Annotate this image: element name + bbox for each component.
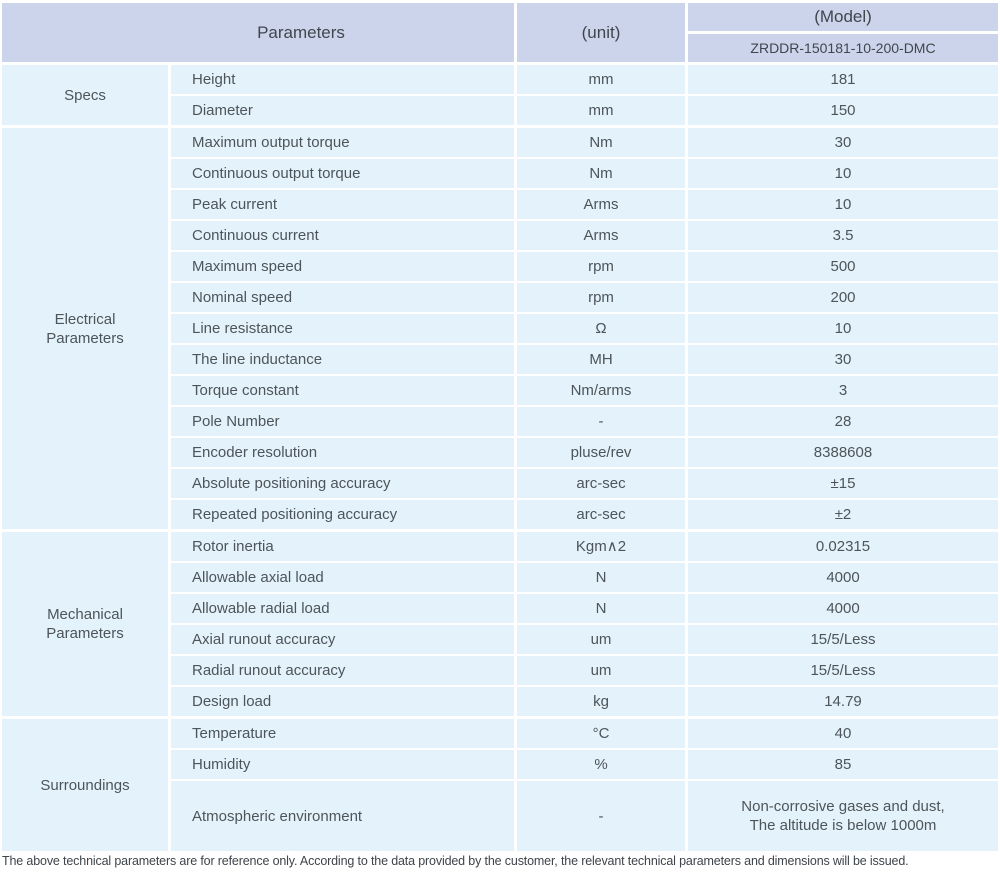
value-cell: 28 xyxy=(688,407,998,436)
unit-cell: - xyxy=(517,407,685,436)
value-cell: 3 xyxy=(688,376,998,405)
header-model-label: (Model) xyxy=(688,3,998,31)
unit-cell: Arms xyxy=(517,221,685,250)
unit-cell: Arms xyxy=(517,190,685,219)
value-cell: 30 xyxy=(688,128,998,157)
value-cell: 500 xyxy=(688,252,998,281)
header-model-value: ZRDDR-150181-10-200-DMC xyxy=(688,34,998,62)
value-cell: 4000 xyxy=(688,563,998,592)
value-cell: 15/5/Less xyxy=(688,625,998,654)
section-mechanical: Mechanical Parameters Rotor inertia Kgm∧… xyxy=(2,532,998,716)
group-label-surroundings: Surroundings xyxy=(2,719,168,851)
param-cell: Rotor inertia xyxy=(171,532,514,561)
group-label-electrical: Electrical Parameters xyxy=(2,128,168,529)
section-surroundings: Surroundings Temperature °C 40 Humidity … xyxy=(2,719,998,851)
unit-cell: arc-sec xyxy=(517,500,685,529)
value-cell: 200 xyxy=(688,283,998,312)
section-electrical: Electrical Parameters Maximum output tor… xyxy=(2,128,998,529)
unit-cell: um xyxy=(517,625,685,654)
unit-cell: kg xyxy=(517,687,685,716)
param-cell: Design load xyxy=(171,687,514,716)
value-cell: 10 xyxy=(688,314,998,343)
unit-cell: N xyxy=(517,563,685,592)
unit-cell: mm xyxy=(517,96,685,125)
unit-cell: rpm xyxy=(517,283,685,312)
header-parameters: Parameters xyxy=(2,3,514,62)
value-cell: 150 xyxy=(688,96,998,125)
value-cell: 181 xyxy=(688,65,998,94)
unit-cell: um xyxy=(517,656,685,685)
group-label-specs: Specs xyxy=(2,65,168,125)
param-cell: Temperature xyxy=(171,719,514,748)
unit-cell: Nm/arms xyxy=(517,376,685,405)
param-cell: Torque constant xyxy=(171,376,514,405)
param-cell: Diameter xyxy=(171,96,514,125)
param-cell: Peak current xyxy=(171,190,514,219)
footer-disclaimer: The above technical parameters are for r… xyxy=(2,854,909,868)
value-cell: ±2 xyxy=(688,500,998,529)
section-specs: Specs Height mm 181 Diameter mm 150 xyxy=(2,65,998,125)
value-cell: 14.79 xyxy=(688,687,998,716)
param-cell: Pole Number xyxy=(171,407,514,436)
param-cell: Maximum speed xyxy=(171,252,514,281)
unit-cell: rpm xyxy=(517,252,685,281)
param-cell: The line inductance xyxy=(171,345,514,374)
unit-cell: arc-sec xyxy=(517,469,685,498)
unit-cell: N xyxy=(517,594,685,623)
param-cell: Maximum output torque xyxy=(171,128,514,157)
value-cell: 40 xyxy=(688,719,998,748)
unit-cell: °C xyxy=(517,719,685,748)
header-model-column: (Model) ZRDDR-150181-10-200-DMC xyxy=(688,3,998,62)
unit-cell: Ω xyxy=(517,314,685,343)
param-cell: Allowable radial load xyxy=(171,594,514,623)
param-cell: Continuous output torque xyxy=(171,159,514,188)
value-cell: 3.5 xyxy=(688,221,998,250)
value-cell: Non-corrosive gases and dust, The altitu… xyxy=(688,781,998,851)
unit-cell: pluse/rev xyxy=(517,438,685,467)
unit-cell: MH xyxy=(517,345,685,374)
parameters-table: Parameters (unit) (Model) ZRDDR-150181-1… xyxy=(2,3,998,851)
value-cell: 0.02315 xyxy=(688,532,998,561)
value-cell: 10 xyxy=(688,159,998,188)
unit-cell: % xyxy=(517,750,685,779)
table-header: Parameters (unit) (Model) ZRDDR-150181-1… xyxy=(2,3,998,62)
value-cell: 30 xyxy=(688,345,998,374)
param-cell: Height xyxy=(171,65,514,94)
param-cell: Line resistance xyxy=(171,314,514,343)
header-unit: (unit) xyxy=(517,3,685,62)
unit-cell: Nm xyxy=(517,159,685,188)
unit-cell: Nm xyxy=(517,128,685,157)
param-cell: Nominal speed xyxy=(171,283,514,312)
value-cell: ±15 xyxy=(688,469,998,498)
param-cell: Continuous current xyxy=(171,221,514,250)
param-cell: Allowable axial load xyxy=(171,563,514,592)
value-cell: 85 xyxy=(688,750,998,779)
value-cell: 10 xyxy=(688,190,998,219)
value-cell: 15/5/Less xyxy=(688,656,998,685)
param-cell: Humidity xyxy=(171,750,514,779)
group-label-mechanical: Mechanical Parameters xyxy=(2,532,168,716)
value-cell: 8388608 xyxy=(688,438,998,467)
param-cell: Atmospheric environment xyxy=(171,781,514,851)
param-cell: Axial runout accuracy xyxy=(171,625,514,654)
unit-cell: Kgm∧2 xyxy=(517,532,685,561)
unit-cell: - xyxy=(517,781,685,851)
param-cell: Repeated positioning accuracy xyxy=(171,500,514,529)
value-cell: 4000 xyxy=(688,594,998,623)
param-cell: Radial runout accuracy xyxy=(171,656,514,685)
unit-cell: mm xyxy=(517,65,685,94)
param-cell: Encoder resolution xyxy=(171,438,514,467)
param-cell: Absolute positioning accuracy xyxy=(171,469,514,498)
